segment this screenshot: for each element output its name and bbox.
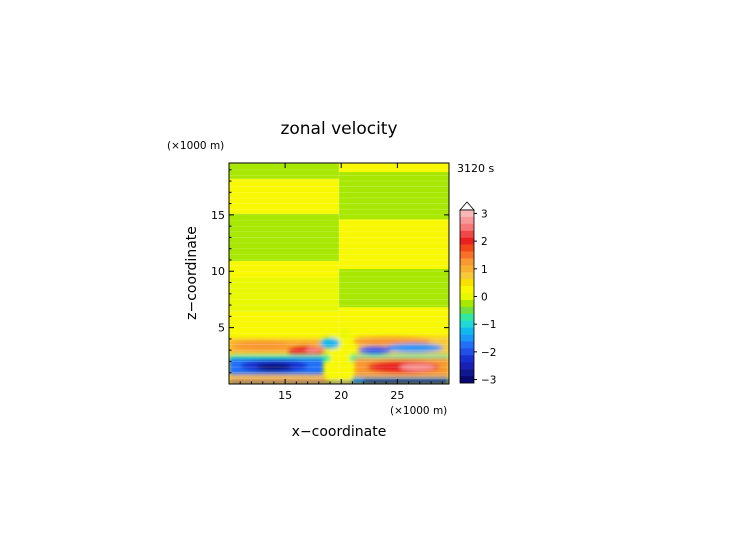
colorbar-swatch: [460, 279, 474, 287]
colorbar-swatch: [460, 230, 474, 238]
colorbar-swatch: [460, 272, 474, 280]
field-band: [229, 278, 339, 312]
x-tick-label: 15: [278, 389, 292, 402]
colorbar-tick-label: 1: [481, 264, 488, 276]
field-blob: [399, 363, 436, 371]
colorbar-swatch: [460, 237, 474, 245]
field-band: [363, 378, 449, 382]
chart-title: zonal velocity: [280, 119, 397, 139]
y-axis-label: z−coordinate: [184, 226, 200, 320]
field-band: [229, 178, 339, 214]
field-band: [339, 163, 449, 173]
x-unit-label: (×1000 m): [390, 405, 447, 417]
plot-frame: [228, 162, 450, 385]
colorbar-swatch: [460, 348, 474, 356]
colorbar-tick-label: −1: [481, 319, 496, 331]
field-blob: [339, 328, 351, 341]
field-band: [229, 163, 339, 179]
time-label: 3120 s: [457, 162, 494, 175]
field-band: [229, 261, 339, 279]
colorbar-swatch: [460, 376, 474, 384]
colorbar-swatch: [460, 355, 474, 363]
field-band: [229, 381, 449, 384]
field-layer: [229, 163, 449, 384]
field-band: [229, 213, 339, 262]
colorbar-swatch: [460, 320, 474, 328]
colorbar: 3 2 1 0 −1 −2 −3: [459, 201, 496, 387]
y-tick-label: 10: [211, 265, 225, 278]
field-lower-layer: [229, 328, 449, 384]
colorbar-swatch: [460, 299, 474, 308]
field-blob: [385, 343, 444, 353]
y-unit-label: (×1000 m): [167, 140, 224, 152]
colorbar-swatch: [460, 334, 474, 342]
colorbar-swatch: [460, 313, 474, 322]
colorbar-swatch: [460, 369, 474, 377]
field-band: [229, 311, 339, 332]
colorbar-tick-label: 2: [481, 236, 488, 248]
colorbar-swatch: [460, 251, 474, 259]
axes: 15 20 25 5 10 15: [211, 163, 449, 402]
colorbar-tick-label: 3: [481, 208, 488, 220]
colorbar-tick-label: −2: [481, 347, 496, 359]
field-band: [339, 172, 449, 220]
colorbar-overflow-arrow: [459, 201, 475, 211]
field-blob: [319, 337, 341, 350]
field-blob: [305, 346, 322, 354]
colorbar-swatch: [460, 341, 474, 349]
field-blob: [358, 346, 392, 355]
colorbar-swatch: [460, 306, 474, 315]
field-band: [339, 268, 449, 308]
colorbar-swatch: [460, 223, 474, 232]
colorbar-swatch: [460, 286, 474, 294]
colorbar-tick-label: −3: [481, 375, 496, 387]
field-band: [339, 307, 449, 332]
field-blob: [352, 336, 432, 346]
x-axis-label: x−coordinate: [292, 424, 387, 440]
colorbar-swatch: [460, 216, 474, 225]
y-tick-label: 5: [218, 322, 225, 335]
field-band: [339, 219, 449, 269]
colorbar-swatch: [460, 293, 474, 301]
field-blob: [255, 363, 292, 371]
colorbar-swatch: [460, 210, 474, 218]
colorbar-swatch: [460, 258, 474, 266]
colorbar-swatch: [460, 362, 474, 370]
y-tick-label: 15: [211, 209, 225, 222]
colorbar-tick-label: 0: [481, 292, 488, 304]
x-tick-label: 20: [334, 389, 348, 402]
field-blob: [234, 340, 291, 351]
field-band: [229, 376, 326, 384]
colorbar-swatch: [460, 244, 474, 252]
colorbar-swatch: [460, 327, 474, 335]
colorbar-swatch: [460, 265, 474, 273]
x-tick-label: 25: [390, 389, 404, 402]
